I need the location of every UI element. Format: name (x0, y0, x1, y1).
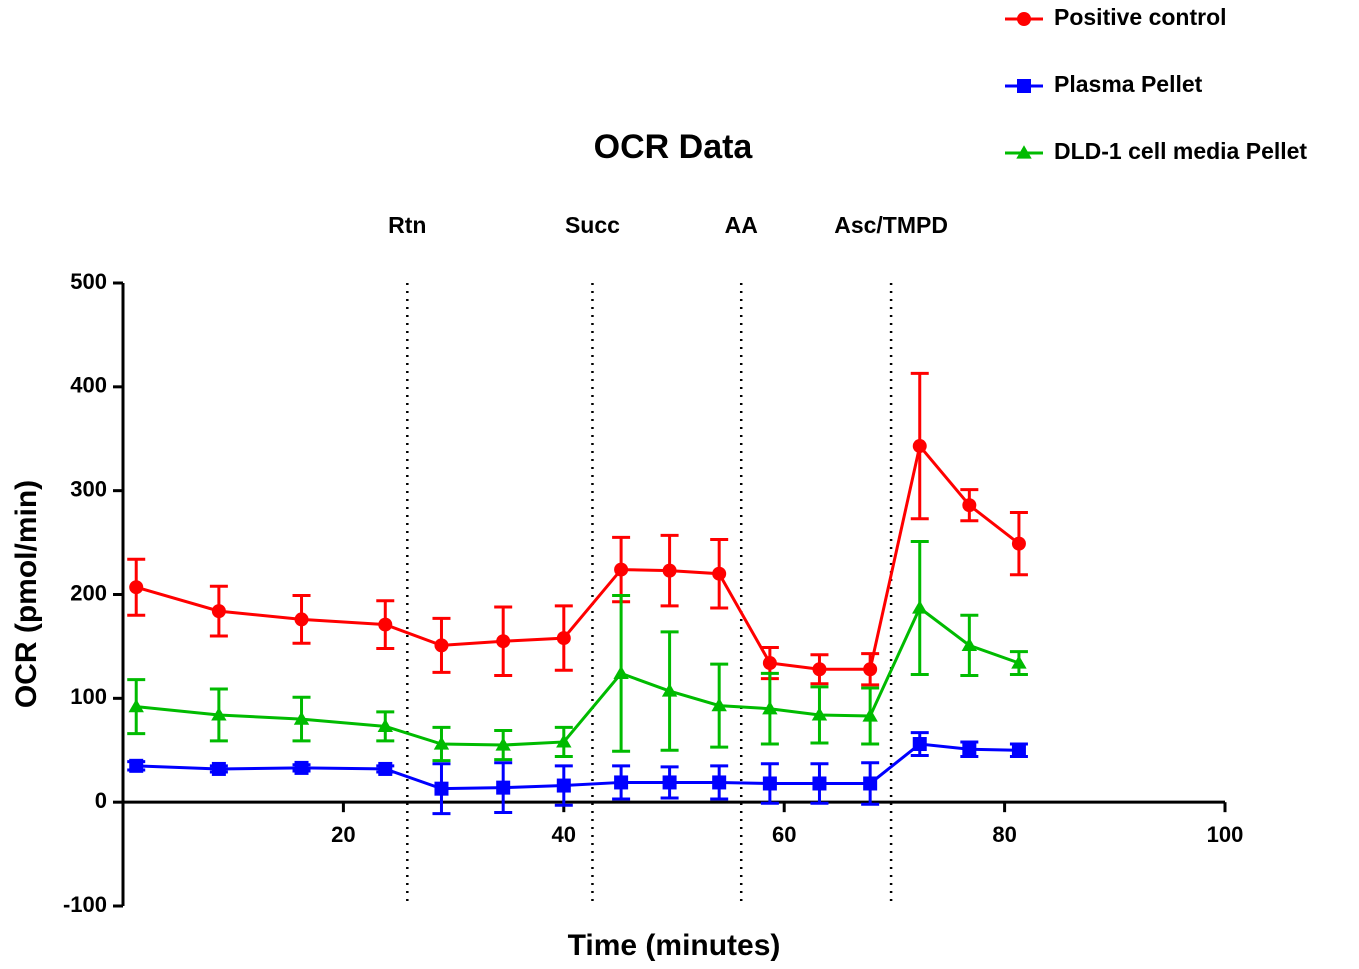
data-point (613, 665, 629, 680)
data-point (211, 604, 226, 619)
data-point (662, 775, 677, 790)
data-point (961, 637, 978, 651)
y-tick-label: 0 (95, 788, 107, 813)
data-point (614, 562, 629, 577)
annotation-label: Rtn (388, 212, 426, 238)
x-tick-label: 20 (331, 822, 355, 847)
data-point (863, 776, 878, 791)
data-point (294, 612, 309, 627)
data-point (556, 778, 571, 793)
series-line (135, 442, 1020, 671)
data-point (962, 742, 977, 757)
y-tick-label: 400 (70, 373, 107, 398)
legend-marker (1016, 145, 1032, 159)
data-point (863, 662, 878, 677)
annotation-label: Succ (565, 212, 620, 238)
data-point (812, 662, 827, 677)
data-point (211, 707, 227, 721)
data-point (1011, 536, 1026, 551)
data-point (962, 498, 977, 513)
data-point (496, 780, 511, 795)
data-point (433, 736, 450, 750)
data-point (496, 634, 511, 649)
legend-marker (1017, 12, 1031, 26)
data-point (712, 566, 727, 581)
data-point (712, 775, 727, 790)
series-line (136, 605, 1020, 747)
data-point (762, 776, 777, 791)
data-point (378, 761, 393, 776)
x-tick-label: 80 (992, 822, 1016, 847)
data-point (378, 617, 393, 632)
data-point (711, 697, 727, 712)
data-point (862, 708, 878, 722)
annotation-label: Asc/TMPD (834, 212, 948, 238)
data-point (294, 760, 309, 775)
y-tick-label: 300 (70, 476, 107, 501)
legend-label: Plasma Pellet (1054, 71, 1203, 97)
x-tick-label: 60 (772, 822, 796, 847)
data-point (812, 776, 827, 791)
data-point (912, 737, 927, 752)
data-point (377, 718, 393, 732)
data-point (556, 631, 571, 646)
x-tick-label: 40 (552, 822, 576, 847)
annotation-label: AA (725, 212, 758, 238)
data-point (293, 711, 310, 725)
data-point (211, 761, 226, 776)
legend-label: Positive control (1054, 4, 1227, 30)
data-point (661, 683, 678, 697)
y-tick-label: 100 (70, 684, 107, 709)
data-point (1011, 655, 1027, 669)
data-point (912, 600, 928, 614)
data-point (762, 701, 778, 715)
data-point (434, 781, 449, 796)
data-point (614, 775, 629, 790)
series-line (136, 742, 1019, 791)
data-point (495, 737, 511, 751)
chart-title: OCR Data (594, 128, 754, 166)
y-tick-label: 500 (70, 269, 107, 294)
y-tick-label: -100 (63, 892, 107, 917)
data-point (1011, 743, 1026, 758)
data-point (129, 758, 144, 773)
data-point (912, 439, 927, 454)
y-tick-label: 200 (70, 580, 107, 605)
data-point (556, 734, 572, 748)
data-point (434, 638, 449, 653)
data-point (129, 580, 144, 595)
y-axis-label: OCR (pmol/min) (10, 480, 43, 708)
x-tick-label: 100 (1207, 822, 1244, 847)
legend-label: DLD-1 cell media Pellet (1054, 138, 1307, 164)
legend-marker (1017, 79, 1031, 93)
data-point (662, 563, 677, 578)
data-point (128, 698, 144, 713)
data-point (811, 707, 828, 721)
x-axis-label: Time (minutes) (568, 929, 781, 962)
data-point (762, 656, 777, 671)
